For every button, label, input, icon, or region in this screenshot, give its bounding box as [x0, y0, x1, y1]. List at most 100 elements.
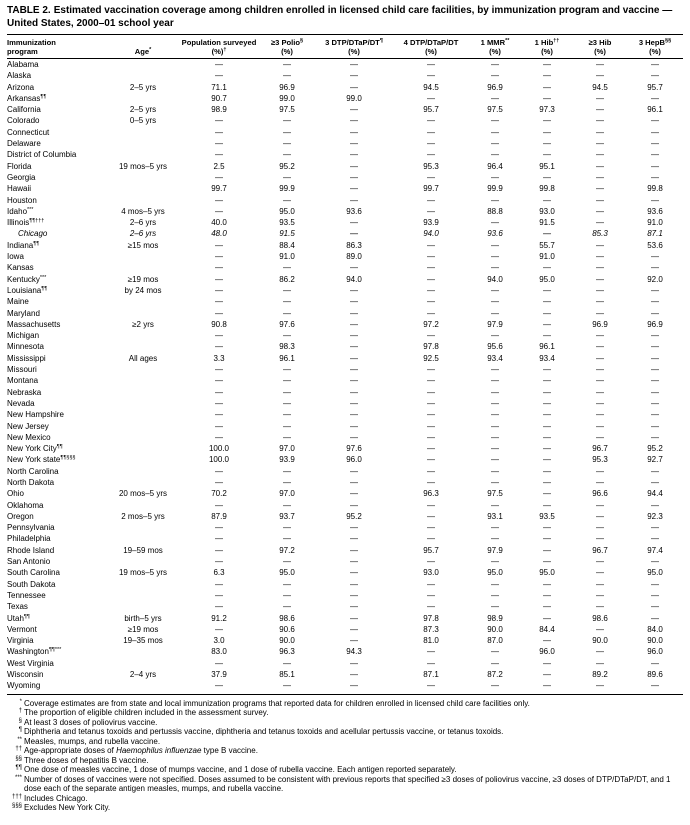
value-cell: 91.0	[279, 252, 295, 262]
value-cell: —	[283, 71, 291, 81]
program-cell: San Antonio	[7, 557, 51, 567]
value-cell: —	[491, 658, 499, 668]
age-cell	[107, 308, 179, 319]
value-cell: 92.3	[647, 511, 663, 521]
value-cell: —	[427, 60, 435, 69]
program-cell: Colorado	[7, 116, 40, 126]
age-cell	[107, 477, 179, 488]
value-cell: —	[651, 150, 659, 160]
value-cell: —	[427, 150, 435, 160]
value-cell: —	[543, 579, 551, 589]
value-cell: —	[543, 387, 551, 397]
value-cell: —	[651, 353, 659, 363]
value-cell: —	[427, 455, 435, 465]
footnote-text: Number of doses of vaccines were not spe…	[24, 774, 671, 794]
vaccination-coverage-table: Immunization program Age* Population surve…	[7, 35, 683, 695]
table-row: San Antonio — — — — — — — —	[7, 556, 683, 567]
value-cell: 86.3	[346, 240, 362, 250]
value-cell: —	[215, 331, 223, 341]
value-cell: —	[427, 376, 435, 386]
value-cell: —	[427, 206, 435, 216]
value-cell: —	[427, 274, 435, 284]
table-row: Pennsylvania — — — — — — — —	[7, 522, 683, 533]
age-cell: birth–5 yrs	[124, 613, 162, 623]
value-cell: —	[651, 432, 659, 442]
value-cell: —	[283, 150, 291, 160]
program-cell: Utah¶¶	[7, 613, 30, 623]
age-cell: by 24 mos	[124, 285, 162, 295]
value-cell: —	[427, 398, 435, 408]
value-cell: 98.3	[279, 342, 295, 352]
age-cell: 2–5 yrs	[129, 82, 157, 92]
value-cell: 96.3	[423, 489, 439, 499]
value-cell: —	[283, 421, 291, 431]
footnote: † The proportion of eligible children inc…	[7, 708, 683, 718]
value-cell: —	[543, 432, 551, 442]
value-cell: —	[543, 82, 551, 92]
value-cell: —	[350, 489, 358, 499]
value-cell: —	[651, 365, 659, 375]
value-cell: 96.0	[647, 647, 663, 657]
value-cell: —	[651, 308, 659, 318]
value-cell: —	[350, 421, 358, 431]
value-cell: —	[491, 421, 499, 431]
age-cell: 2 mos–5 yrs	[121, 511, 165, 521]
value-cell: —	[491, 444, 499, 454]
value-cell: —	[427, 602, 435, 612]
value-cell: —	[596, 139, 604, 149]
value-cell: —	[350, 477, 358, 487]
footnote-symbol: ***	[14, 774, 22, 781]
value-cell: 93.5	[539, 511, 555, 521]
value-cell: 90.0	[279, 636, 295, 646]
value-cell: —	[543, 60, 551, 69]
value-cell: 96.0	[346, 455, 362, 465]
value-cell: —	[283, 308, 291, 318]
value-cell: —	[283, 263, 291, 273]
value-cell: —	[350, 432, 358, 442]
age-cell	[107, 658, 179, 669]
value-cell: —	[596, 590, 604, 600]
value-cell: —	[469, 680, 521, 695]
table-row: Louisiana¶¶ by 24 mos — — — — — — — —	[7, 285, 683, 296]
table-row: Georgia — — — — — — — —	[7, 172, 683, 183]
value-cell: —	[215, 602, 223, 612]
value-cell: 88.4	[279, 240, 295, 250]
value-cell: —	[491, 477, 499, 487]
program-cell: Arkansas¶¶	[7, 93, 47, 103]
value-cell: —	[283, 365, 291, 375]
value-cell: —	[596, 105, 604, 115]
column-header-dtp-3: 3 DTP/DTaP/DT¶ (%)	[315, 35, 393, 59]
table-row: Mississippi All ages 3.3 96.1 — 92.5 93.4 93.4 —…	[7, 353, 683, 364]
value-cell: —	[543, 410, 551, 420]
footnote: §§§ Excludes New York City.	[7, 803, 683, 813]
value-cell: 71.1	[211, 82, 227, 92]
value-cell: —	[596, 511, 604, 521]
value-cell: —	[651, 127, 659, 137]
program-cell: Michigan	[7, 331, 40, 341]
value-cell: —	[283, 477, 291, 487]
program-cell: Idaho***	[7, 206, 34, 216]
program-cell: Tennessee	[7, 590, 46, 600]
value-cell: 97.8	[423, 613, 439, 623]
value-cell: —	[350, 184, 358, 194]
table-row: Iowa — 91.0 89.0 — — 91.0 — —	[7, 251, 683, 262]
column-header-program: Immunization program	[7, 35, 107, 59]
program-cell: District of Columbia	[7, 150, 77, 160]
value-cell: —	[596, 365, 604, 375]
table-row: Illinois¶¶††† 2–6 yrs 40.0 93.5 — 93.9 — 91.5 — 9…	[7, 217, 683, 228]
footnote-text: type B vaccine.	[201, 746, 258, 756]
value-cell: —	[350, 161, 358, 171]
age-cell: 2–5 yrs	[129, 105, 157, 115]
program-cell: Alabama	[7, 60, 39, 69]
value-cell: 91.5	[539, 218, 555, 228]
value-cell: 95.0	[647, 568, 663, 578]
value-cell: —	[427, 387, 435, 397]
value-cell: —	[543, 319, 551, 329]
value-cell: —	[596, 432, 604, 442]
value-cell: 85.1	[279, 670, 295, 680]
value-cell: 93.6	[487, 229, 503, 239]
value-cell: —	[283, 331, 291, 341]
table-row: Texas — — — — — — — —	[7, 601, 683, 612]
value-cell: —	[179, 680, 259, 695]
value-cell: —	[350, 376, 358, 386]
